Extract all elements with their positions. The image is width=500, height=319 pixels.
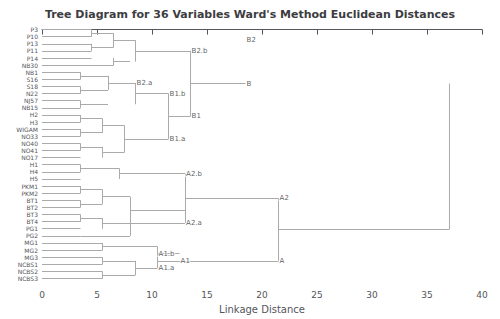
svg-text:MG3: MG3 — [24, 254, 38, 261]
svg-text:B: B — [247, 80, 252, 88]
svg-text:5: 5 — [94, 290, 100, 300]
svg-text:B1.a: B1.a — [170, 135, 186, 143]
svg-text:15: 15 — [201, 290, 212, 300]
svg-text:B1: B1 — [192, 112, 201, 120]
svg-text:NO33: NO33 — [21, 133, 38, 140]
svg-text:MG2: MG2 — [24, 247, 38, 254]
svg-text:NJ57: NJ57 — [24, 97, 38, 105]
svg-text:Tree Diagram for 36 Variables: Tree Diagram for 36 Variables Ward's Met… — [45, 8, 456, 21]
svg-text:A1.a: A1.a — [159, 264, 175, 272]
svg-text:NO17: NO17 — [21, 154, 38, 161]
svg-text:MG1: MG1 — [24, 239, 38, 246]
svg-text:PG2: PG2 — [26, 232, 38, 239]
svg-text:35: 35 — [421, 290, 432, 300]
svg-text:S18: S18 — [27, 83, 39, 90]
svg-text:NCBS2: NCBS2 — [18, 268, 38, 275]
svg-text:NB15: NB15 — [22, 104, 38, 111]
svg-text:P10: P10 — [27, 33, 38, 40]
svg-text:0: 0 — [39, 290, 45, 300]
svg-text:P13: P13 — [27, 40, 38, 47]
svg-text:Linkage Distance: Linkage Distance — [219, 304, 305, 315]
svg-text:BT4: BT4 — [26, 218, 38, 225]
svg-text:NB1: NB1 — [26, 69, 39, 76]
svg-text:A2: A2 — [280, 194, 289, 202]
svg-text:B2.b: B2.b — [192, 47, 208, 55]
svg-text:NCBS3: NCBS3 — [18, 275, 38, 282]
svg-text:H1: H1 — [30, 161, 39, 168]
svg-text:H5: H5 — [30, 175, 39, 182]
svg-text:30: 30 — [366, 290, 378, 300]
svg-text:H3: H3 — [30, 119, 39, 126]
svg-text:A2.b: A2.b — [186, 170, 202, 178]
svg-text:NCBS1: NCBS1 — [18, 261, 38, 268]
svg-text:20: 20 — [256, 290, 268, 300]
svg-text:BT3: BT3 — [26, 211, 38, 218]
svg-text:25: 25 — [311, 290, 322, 300]
svg-text:H4: H4 — [30, 168, 39, 175]
svg-text:PKM2: PKM2 — [21, 190, 38, 197]
svg-text:A1: A1 — [181, 257, 190, 265]
svg-text:BT2: BT2 — [26, 204, 38, 211]
svg-text:A1.b: A1.b — [159, 250, 175, 258]
svg-text:P11: P11 — [27, 47, 38, 54]
svg-text:P14: P14 — [27, 55, 38, 62]
svg-text:NB30: NB30 — [22, 62, 38, 69]
svg-text:S16: S16 — [27, 76, 39, 83]
svg-text:PG1: PG1 — [26, 225, 38, 232]
svg-text:PKM1: PKM1 — [21, 183, 38, 190]
svg-text:B1.b: B1.b — [170, 90, 186, 98]
svg-text:A2.a: A2.a — [186, 219, 202, 227]
svg-text:A: A — [280, 257, 285, 265]
svg-text:B2: B2 — [247, 36, 256, 44]
svg-text:10: 10 — [146, 290, 158, 300]
svg-text:NO40: NO40 — [21, 140, 38, 147]
svg-text:H2: H2 — [30, 111, 39, 118]
svg-text:40: 40 — [476, 290, 488, 300]
svg-text:BT1: BT1 — [26, 197, 38, 204]
svg-text:WIGAM: WIGAM — [16, 126, 38, 133]
svg-text:NO41: NO41 — [21, 147, 38, 154]
svg-text:N22: N22 — [26, 90, 38, 97]
svg-text:B2.a: B2.a — [137, 79, 153, 87]
svg-text:P3: P3 — [31, 26, 39, 33]
